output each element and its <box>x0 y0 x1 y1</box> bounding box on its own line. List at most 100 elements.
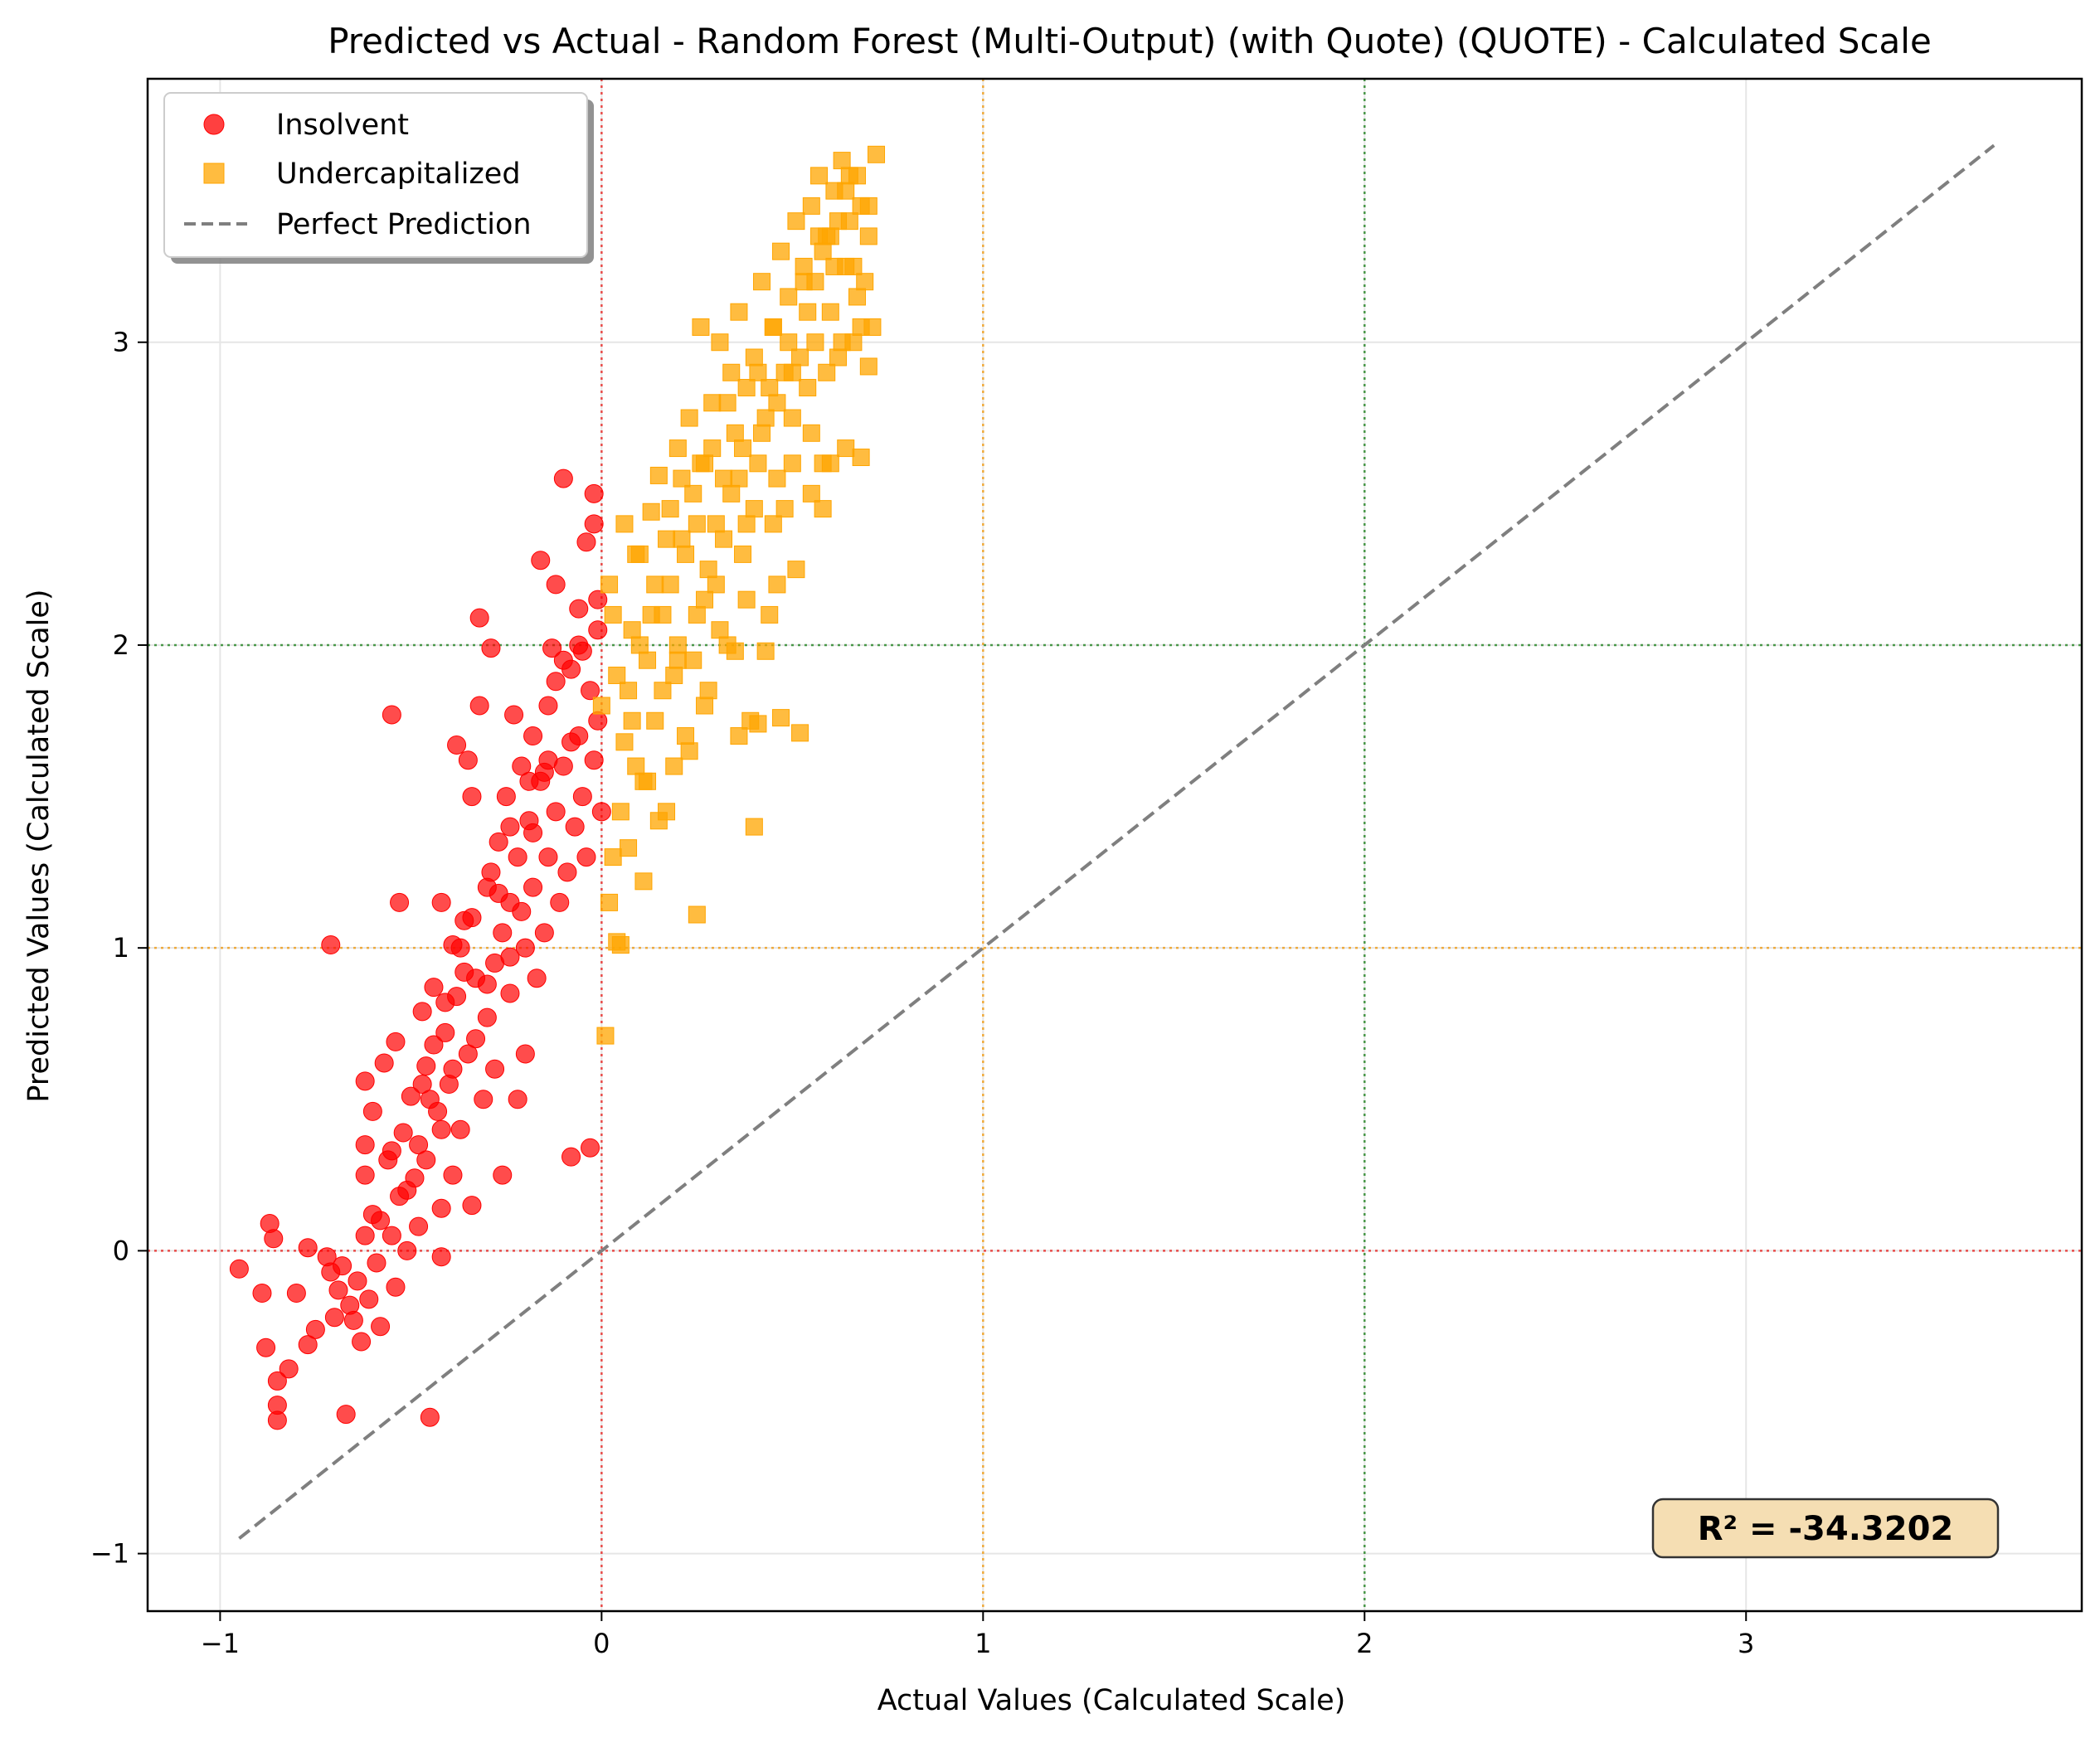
point-insolvent <box>553 468 573 488</box>
point-undercapitalized <box>814 500 832 518</box>
point-insolvent <box>431 892 451 912</box>
point-undercapitalized <box>623 621 641 639</box>
point-insolvent <box>412 1002 432 1022</box>
point-undercapitalized <box>795 273 813 291</box>
point-undercapitalized <box>726 424 744 442</box>
point-undercapitalized <box>715 530 733 548</box>
point-insolvent <box>397 1180 417 1200</box>
point-insolvent <box>500 947 520 967</box>
point-undercapitalized <box>658 530 676 548</box>
point-insolvent <box>355 1071 375 1091</box>
point-undercapitalized <box>665 757 683 775</box>
point-insolvent <box>500 983 520 1003</box>
point-undercapitalized <box>737 515 756 533</box>
point-insolvent <box>447 735 467 755</box>
point-undercapitalized <box>611 936 630 954</box>
point-undercapitalized <box>772 242 790 260</box>
point-insolvent <box>420 1090 440 1109</box>
point-undercapitalized <box>615 733 634 751</box>
point-undercapitalized <box>696 697 714 715</box>
point-undercapitalized <box>833 333 851 352</box>
point-undercapitalized <box>768 575 786 594</box>
point-undercapitalized <box>696 590 714 609</box>
point-undercapitalized <box>668 636 687 654</box>
point-undercapitalized <box>611 803 630 821</box>
point-undercapitalized <box>668 439 687 458</box>
point-undercapitalized <box>730 469 748 488</box>
point-undercapitalized <box>745 818 763 836</box>
point-insolvent <box>519 771 539 791</box>
point-undercapitalized <box>600 575 619 594</box>
point-insolvent <box>557 862 577 882</box>
point-undercapitalized <box>673 469 691 488</box>
point-undercapitalized <box>615 515 634 533</box>
point-insolvent <box>264 1229 284 1249</box>
point-insolvent <box>382 705 401 725</box>
point-insolvent <box>450 938 470 958</box>
point-insolvent <box>561 732 581 752</box>
point-undercapitalized <box>668 651 687 669</box>
point-undercapitalized <box>780 333 798 352</box>
point-undercapitalized <box>730 303 748 321</box>
point-insolvent <box>390 892 410 912</box>
point-undercapitalized <box>825 257 843 275</box>
point-undercapitalized <box>711 621 729 639</box>
point-insolvent <box>267 1410 287 1430</box>
point-undercapitalized <box>692 454 710 473</box>
point-insolvent <box>355 1165 375 1185</box>
point-undercapitalized <box>844 257 863 275</box>
point-insolvent <box>576 847 596 867</box>
plot-area <box>146 77 2083 1613</box>
point-insolvent <box>286 1284 306 1304</box>
point-insolvent <box>458 750 478 770</box>
reference-layer <box>238 143 1995 1540</box>
point-insolvent <box>515 1044 535 1064</box>
point-insolvent <box>443 1165 463 1185</box>
point-insolvent <box>550 892 570 912</box>
point-undercapitalized <box>753 273 771 291</box>
point-insolvent <box>362 1101 382 1121</box>
point-insolvent <box>355 1226 375 1245</box>
point-insolvent <box>328 1280 348 1300</box>
point-undercapitalized <box>699 682 717 700</box>
point-insolvent <box>493 923 513 943</box>
point-insolvent <box>527 969 547 988</box>
point-insolvent <box>569 599 589 619</box>
point-undercapitalized <box>734 439 752 458</box>
point-undercapitalized <box>814 242 832 260</box>
point-insolvent <box>469 608 489 628</box>
point-insolvent <box>546 575 566 595</box>
point-insolvent <box>386 1032 406 1051</box>
point-undercapitalized <box>764 515 782 533</box>
point-undercapitalized <box>726 642 744 660</box>
point-undercapitalized <box>642 502 660 521</box>
point-insolvent <box>462 787 482 807</box>
point-insolvent <box>298 1335 318 1355</box>
plot-frame <box>146 77 2083 1613</box>
point-undercapitalized <box>749 715 767 733</box>
point-undercapitalized <box>802 484 820 502</box>
point-undercapitalized <box>787 561 805 579</box>
point-insolvent <box>359 1289 379 1309</box>
point-insolvent <box>435 993 455 1012</box>
point-insolvent <box>485 1059 505 1079</box>
x-tick-label: 3 <box>1738 1628 1754 1659</box>
point-undercapitalized <box>837 182 855 200</box>
point-undercapitalized <box>620 839 638 857</box>
point-undercapitalized <box>703 394 722 412</box>
point-insolvent <box>569 635 589 655</box>
point-undercapitalized <box>859 357 877 376</box>
point-undercapitalized <box>756 409 775 427</box>
point-insolvent <box>409 1216 429 1236</box>
point-insolvent <box>450 1119 470 1139</box>
point-insolvent <box>321 935 341 955</box>
point-undercapitalized <box>677 727 695 745</box>
point-undercapitalized <box>737 590 756 609</box>
point-insolvent <box>401 1086 420 1106</box>
point-insolvent <box>298 1238 318 1258</box>
point-undercapitalized <box>745 348 763 367</box>
point-undercapitalized <box>703 439 722 458</box>
point-insolvent <box>431 1247 451 1267</box>
point-undercapitalized <box>859 227 877 245</box>
r2-annotation: R² = -34.3202 <box>1651 1498 2000 1559</box>
